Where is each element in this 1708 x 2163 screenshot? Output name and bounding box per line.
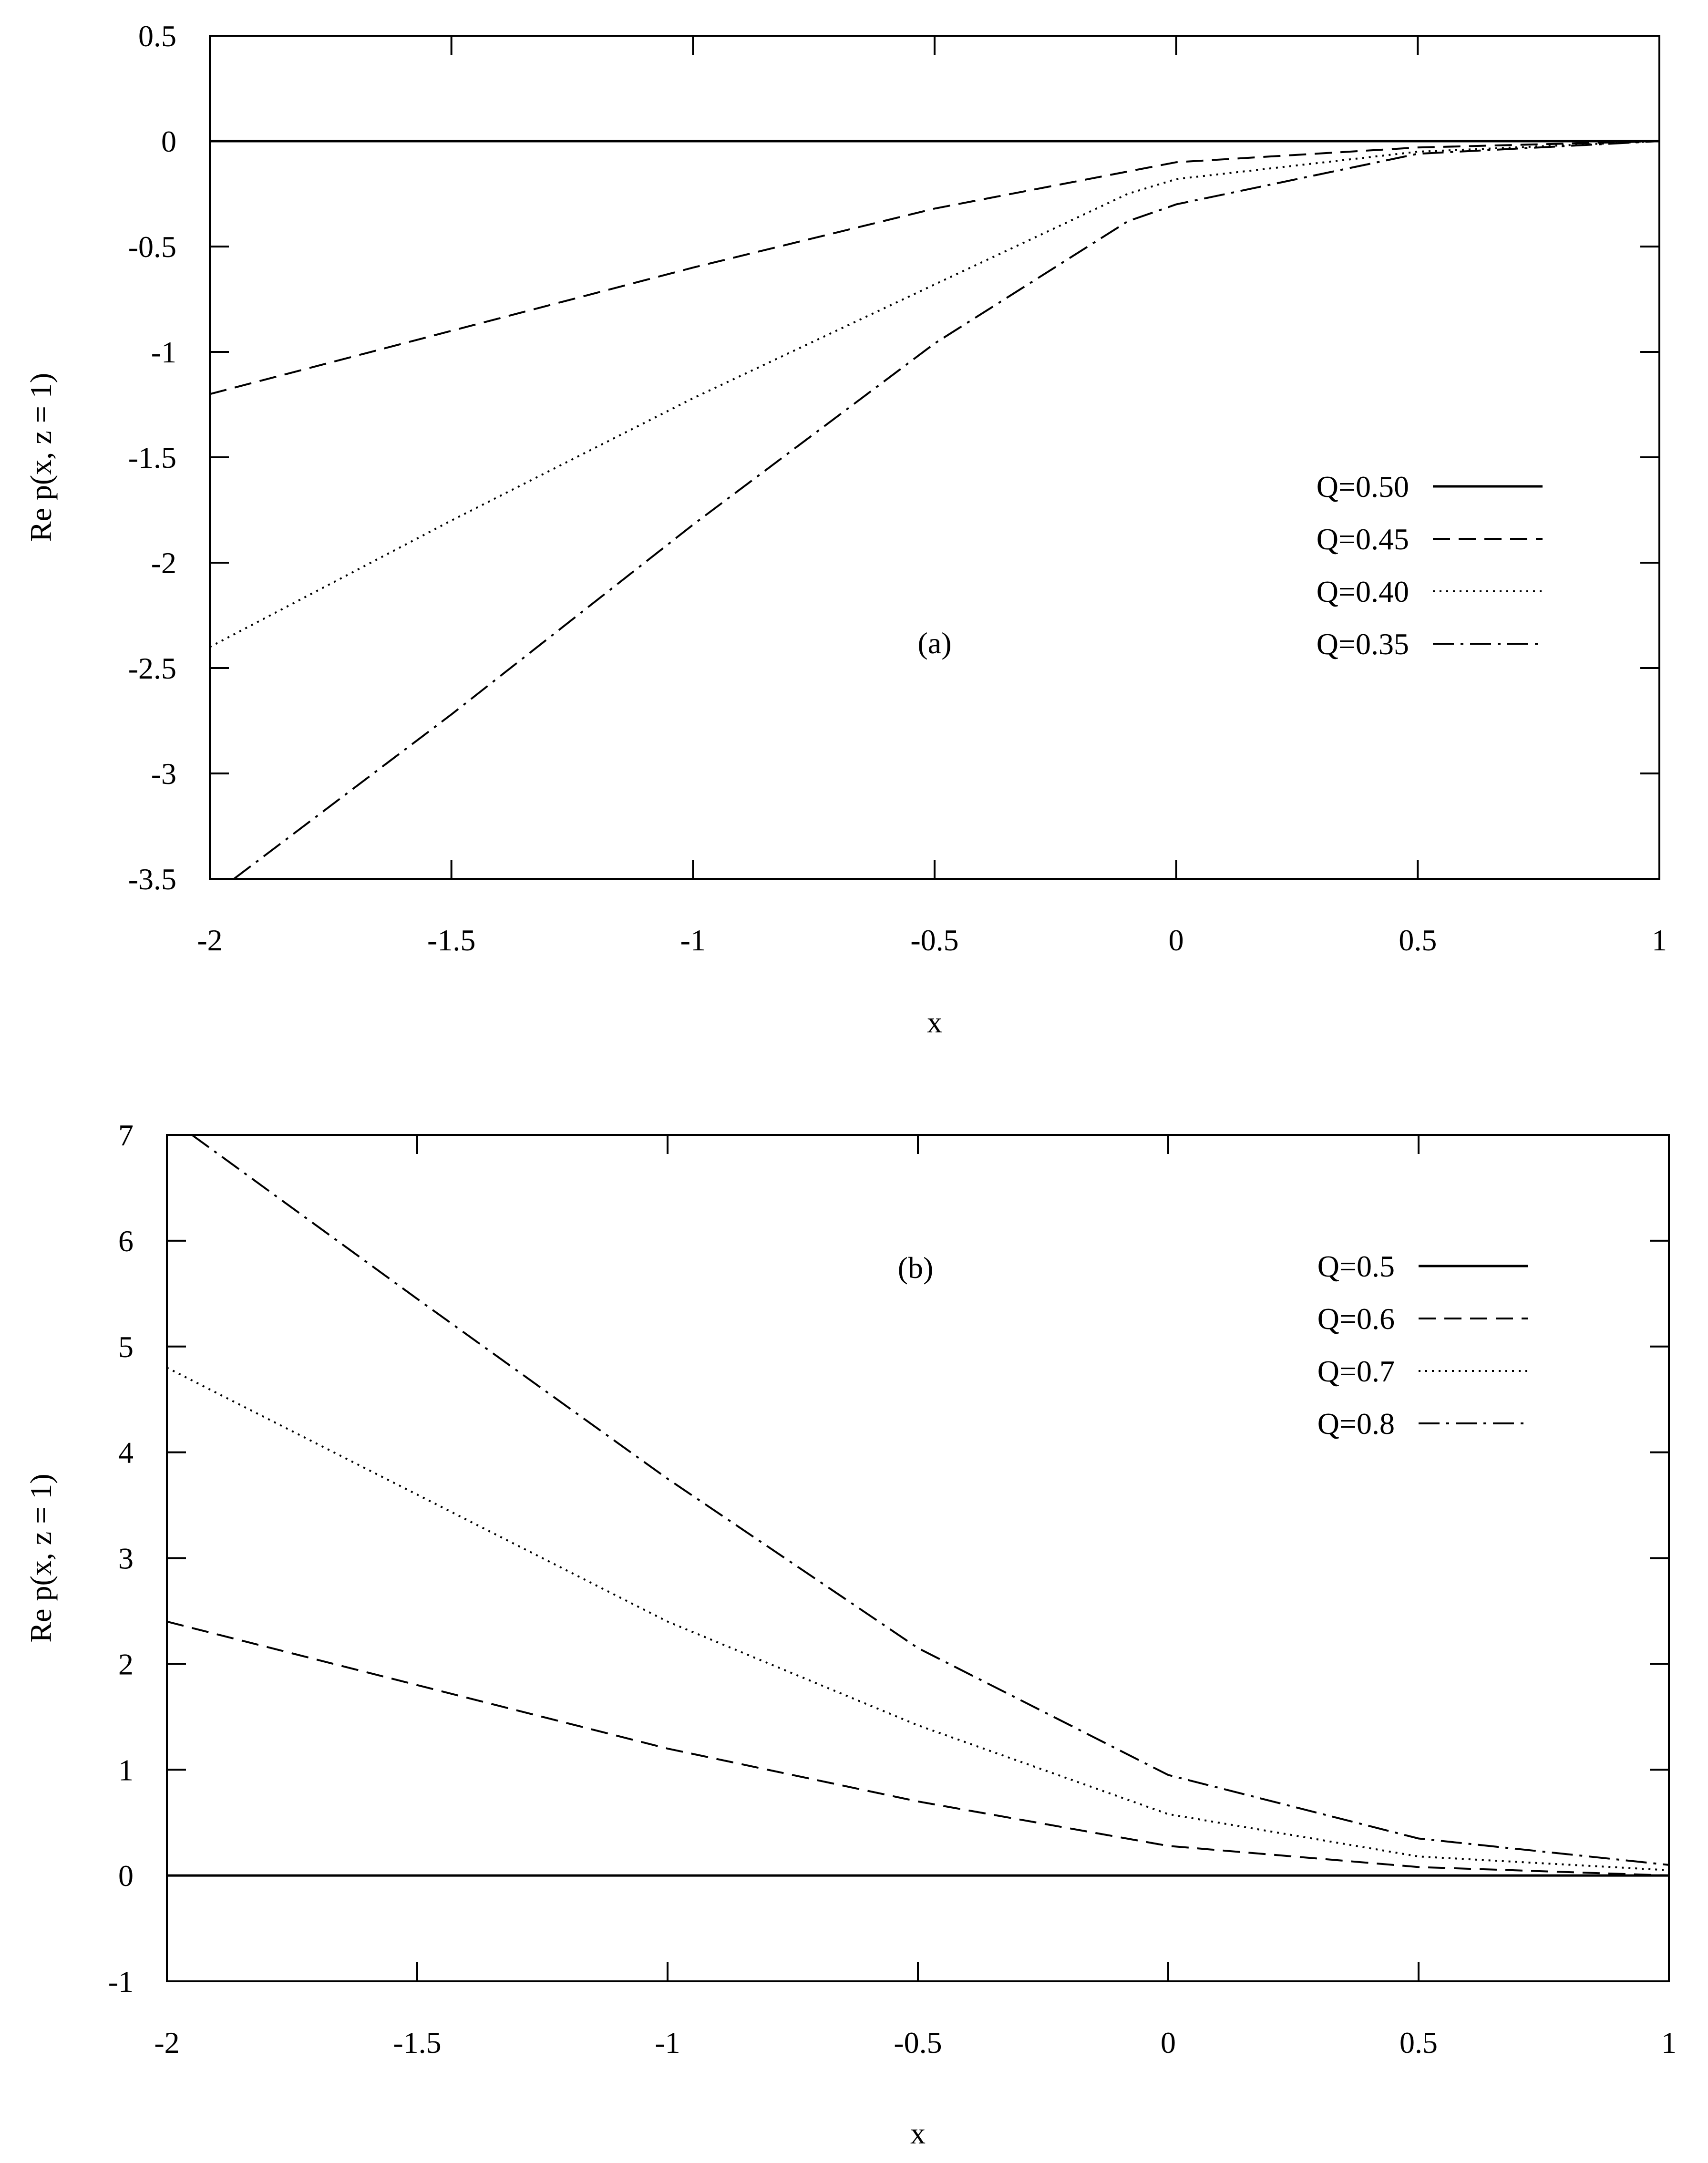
x-axis-title: x <box>927 1005 942 1039</box>
series-line-dashed <box>166 1620 1669 1877</box>
y-tick-label: 6 <box>118 1224 134 1258</box>
legend-label: Q=0.40 <box>1317 575 1409 608</box>
y-axis-title: Re p(x, z = 1) <box>24 373 58 542</box>
x-tick-label: 0 <box>1169 923 1184 957</box>
x-tick-label: -1.5 <box>393 2026 441 2060</box>
x-tick-label: 0.5 <box>1399 923 1437 957</box>
y-tick-label: 0.5 <box>138 19 176 53</box>
series-line-dashdot <box>233 140 1660 880</box>
y-tick-label: 2 <box>118 1647 134 1681</box>
y-tick-label: -2.5 <box>128 651 176 685</box>
y-tick-label: -3.5 <box>128 862 176 896</box>
y-tick-label: 5 <box>118 1330 134 1364</box>
y-tick-label: 0 <box>161 124 176 158</box>
legend-label: Q=0.50 <box>1317 470 1409 504</box>
panel-label: (a) <box>917 626 951 660</box>
x-tick-label: -2 <box>197 923 222 957</box>
y-tick-label: 3 <box>118 1542 134 1576</box>
y-tick-label: 7 <box>118 1118 134 1152</box>
legend-label: Q=0.45 <box>1317 522 1409 556</box>
y-tick-label: -0.5 <box>128 230 176 264</box>
x-tick-label: 1 <box>1661 2026 1677 2060</box>
x-tick-label: -1 <box>680 923 706 957</box>
panel-label: (b) <box>898 1251 934 1285</box>
legend-label: Q=0.35 <box>1317 627 1409 661</box>
y-tick-label: 1 <box>118 1753 134 1787</box>
x-tick-label: 0.5 <box>1399 2026 1438 2060</box>
legend-label: Q=0.7 <box>1317 1354 1395 1388</box>
y-tick-label: 0 <box>118 1859 134 1893</box>
y-tick-label: 4 <box>118 1436 134 1470</box>
series-line-dotted <box>166 1367 1669 1871</box>
legend-label: Q=0.5 <box>1317 1249 1395 1283</box>
x-tick-label: -0.5 <box>894 2026 942 2060</box>
x-axis-title: x <box>910 2116 926 2150</box>
y-axis-title: Re p(x, z = 1) <box>24 1473 58 1642</box>
x-tick-label: -1 <box>655 2026 680 2060</box>
x-tick-label: -1.5 <box>427 923 475 957</box>
chart-panel-b: -2 -1.5 -1 -0.5 0 0.5 1 7 6 5 4 3 2 1 0 -1 Q=0.5 Q=0.6 Q=0… <box>24 1118 1677 2150</box>
y-tick-label: -3 <box>151 757 176 791</box>
y-tick-label: -1 <box>108 1965 134 1998</box>
chart-panel-a: -2 -1.5 -1 -0.5 0 0.5 1 0.5 0 -0.5 -1 -1.5 -2 -2.5 -3 -… <box>24 19 1667 1039</box>
y-tick-label: -1.5 <box>128 441 176 474</box>
legend-label: Q=0.8 <box>1317 1407 1395 1441</box>
series-line-dashed <box>209 140 1660 395</box>
x-tick-label: 0 <box>1161 2026 1176 2060</box>
y-tick-label: -1 <box>151 335 176 369</box>
x-tick-label: -2 <box>154 2026 179 2060</box>
legend-label: Q=0.6 <box>1317 1302 1395 1336</box>
x-tick-label: 1 <box>1652 923 1667 957</box>
y-tick-label: -2 <box>151 546 176 580</box>
series-line-dashdot <box>191 1134 1669 1866</box>
x-tick-label: -0.5 <box>910 923 958 957</box>
